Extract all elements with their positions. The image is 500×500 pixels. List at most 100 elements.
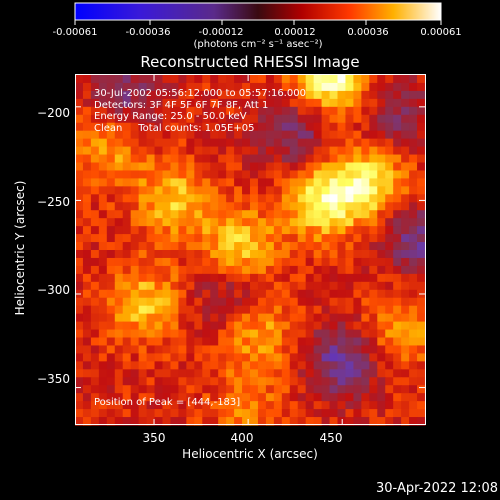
heatmap-cell: [361, 186, 370, 195]
heatmap-cell: [337, 114, 347, 124]
heatmap-cell: [417, 409, 426, 418]
heatmap-cell: [98, 242, 108, 251]
heatmap-cell: [106, 345, 116, 355]
heatmap-cell: [98, 234, 108, 243]
heatmap-cell: [297, 186, 307, 195]
heatmap-cell: [242, 361, 251, 370]
heatmap-cell: [361, 417, 370, 426]
heatmap-cell: [202, 250, 211, 259]
heatmap-cell: [361, 82, 370, 92]
heatmap-cell: [122, 162, 132, 172]
heatmap-cell: [369, 106, 378, 116]
heatmap-cell: [401, 273, 410, 283]
heatmap-cell: [257, 337, 267, 347]
heatmap-cell: [114, 82, 124, 92]
heatmap-cell: [114, 257, 124, 267]
heatmap-cell: [162, 345, 172, 355]
heatmap-cell: [186, 305, 195, 315]
heatmap-cell: [82, 265, 92, 275]
heatmap-cell: [409, 337, 418, 347]
heatmap-cell: [242, 305, 251, 315]
heatmap-cell: [273, 313, 283, 323]
heatmap-cell: [321, 242, 331, 251]
heatmap-cell: [75, 353, 84, 362]
heatmap-cell: [353, 281, 362, 291]
heatmap-cell: [130, 377, 140, 386]
heatmap-cell: [329, 377, 339, 386]
heatmap-cell: [297, 377, 307, 386]
heatmap-cell: [202, 154, 211, 164]
heatmap-cell: [170, 377, 180, 386]
heatmap-cell: [162, 297, 172, 307]
heatmap-cell: [281, 345, 291, 355]
heatmap-cell: [305, 353, 315, 362]
heatmap-cell: [162, 265, 172, 275]
heatmap-cell: [297, 273, 307, 283]
heatmap-cell: [369, 329, 378, 339]
heatmap-cell: [154, 242, 164, 251]
heatmap-cell: [242, 154, 251, 164]
heatmap-cell: [353, 385, 362, 394]
heatmap-cell: [178, 202, 187, 211]
heatmap-cell: [226, 321, 235, 331]
heatmap-cell: [409, 106, 418, 116]
heatmap-cell: [194, 281, 203, 291]
heatmap-cell: [154, 106, 164, 116]
heatmap-cell: [218, 409, 227, 418]
heatmap-cell: [154, 90, 164, 100]
heatmap-cell: [273, 289, 283, 299]
heatmap-cell: [106, 154, 116, 164]
heatmap-cell: [122, 98, 132, 108]
heatmap-cell: [345, 393, 355, 402]
heatmap-cell: [321, 361, 331, 370]
heatmap-cell: [345, 154, 355, 164]
heatmap-cell: [202, 305, 211, 315]
heatmap-cell: [210, 202, 219, 211]
annotation-time-range: 30-Jul-2002 05:56:12.000 to 05:57:16.000: [94, 88, 306, 99]
heatmap-cell: [226, 82, 235, 92]
heatmap-cell: [313, 361, 323, 370]
heatmap-cell: [234, 305, 243, 315]
heatmap-cell: [329, 82, 339, 92]
heatmap-cell: [226, 90, 235, 100]
heatmap-cell: [130, 130, 140, 140]
heatmap-cell: [345, 178, 355, 187]
heatmap-cell: [138, 146, 148, 156]
heatmap-cell: [130, 242, 140, 251]
heatmap-cell: [265, 305, 275, 315]
heatmap-cell: [345, 297, 355, 307]
heatmap-cell: [313, 210, 323, 219]
heatmap-cell: [82, 385, 92, 394]
heatmap-cell: [281, 138, 291, 148]
heatmap-cell: [210, 417, 219, 426]
heatmap-cell: [234, 98, 243, 108]
heatmap-cell: [361, 146, 370, 156]
heatmap-cell: [186, 417, 195, 426]
heatmap-cell: [242, 321, 251, 331]
heatmap-cell: [345, 329, 355, 339]
heatmap-cell: [393, 90, 402, 100]
heatmap-cell: [114, 138, 124, 148]
heatmap-cell: [313, 369, 323, 378]
heatmap-cell: [170, 250, 180, 259]
heatmap-cell: [194, 218, 203, 227]
heatmap-cell: [401, 257, 410, 267]
heatmap-cell: [146, 154, 156, 164]
heatmap-cell: [353, 297, 362, 307]
heatmap-cell: [194, 361, 203, 370]
colorbar-tick-label: 0.00061: [420, 27, 462, 38]
heatmap-cell: [210, 146, 219, 156]
heatmap-cell: [289, 297, 299, 307]
heatmap-cell: [345, 313, 355, 323]
heatmap-cell: [385, 361, 394, 370]
heatmap-cell: [393, 82, 402, 92]
heatmap-cell: [170, 242, 180, 251]
heatmap-cell: [313, 409, 323, 418]
heatmap-cell: [417, 226, 426, 235]
heatmap-cell: [194, 329, 203, 339]
heatmap-cell: [265, 106, 275, 116]
heatmap-cell: [345, 417, 355, 426]
heatmap-cell: [409, 361, 418, 370]
heatmap-cell: [353, 409, 362, 418]
heatmap-cell: [250, 122, 259, 132]
